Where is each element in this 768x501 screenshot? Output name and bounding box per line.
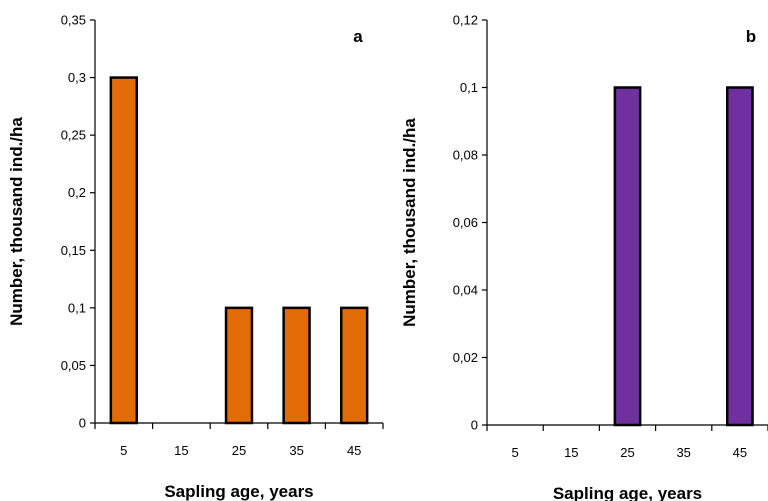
x-tick-label: 15 (564, 445, 578, 460)
y-tick-label: 0,1 (460, 80, 478, 95)
y-tick-label: 0,12 (453, 13, 478, 28)
y-tick-label: 0,15 (61, 243, 86, 258)
y-tick-label: 0,3 (68, 70, 86, 85)
y-tick-label: 0,1 (68, 300, 86, 315)
x-tick-label: 25 (620, 445, 634, 460)
x-tick-label: 45 (733, 445, 747, 460)
x-tick-label: 5 (511, 445, 518, 460)
x-axis-title: Sapling age, years (164, 482, 313, 501)
y-tick-label: 0,02 (453, 350, 478, 365)
x-tick-label: 25 (232, 443, 246, 458)
bar (109, 76, 139, 425)
bar (224, 306, 254, 425)
x-tick-label: 45 (347, 443, 361, 458)
bar (282, 306, 311, 425)
x-tick-label: 35 (289, 443, 303, 458)
y-tick-label: 0,06 (453, 215, 478, 230)
x-tick-label: 15 (174, 443, 188, 458)
bar (339, 306, 369, 425)
y-tick-label: 0,05 (61, 358, 86, 373)
y-tick-label: 0 (471, 418, 478, 433)
panel-label: b (746, 27, 756, 46)
x-axis-title: Sapling age, years (553, 484, 702, 501)
bar (613, 86, 642, 427)
y-axis-title: Number, thousand ind./ha (400, 118, 419, 327)
y-tick-label: 0,35 (61, 13, 86, 28)
y-axis-title: Number, thousand ind./ha (7, 117, 26, 326)
y-tick-label: 0 (79, 416, 86, 431)
panel-label: a (353, 27, 363, 46)
y-tick-label: 0,2 (68, 185, 86, 200)
bar (726, 86, 754, 427)
y-tick-label: 0,25 (61, 128, 86, 143)
x-tick-label: 5 (120, 443, 127, 458)
y-tick-label: 0,08 (453, 148, 478, 163)
y-tick-label: 0,04 (453, 283, 478, 298)
x-tick-label: 35 (676, 445, 690, 460)
